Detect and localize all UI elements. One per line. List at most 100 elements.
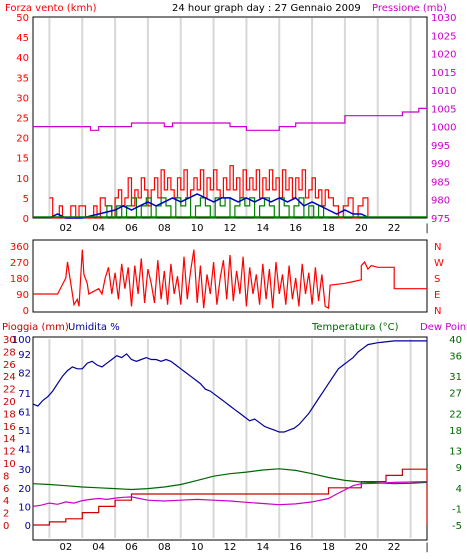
wind-direction-frame [32, 239, 428, 313]
x-tick-label: 08 [158, 542, 171, 553]
x-tick-label: 04 [92, 542, 105, 553]
x-tick-label: 14 [256, 223, 269, 234]
rain-tick-label: 10 [3, 459, 16, 470]
x-tick-label: 02 [59, 223, 72, 234]
pressure-tick-label: 1005 [431, 104, 456, 115]
humidity-tick-label: 0 [25, 521, 31, 532]
humidity-tick-label: 100 [12, 335, 31, 346]
pressure-tick-label: 1015 [431, 68, 456, 79]
pressure-tick-label: 1025 [431, 31, 456, 42]
temperature-tick-label: 13 [449, 447, 462, 458]
x-tick-label: 14 [256, 542, 269, 553]
rain-tick-label: 28 [3, 347, 16, 358]
humidity-tick-label: 41 [18, 445, 31, 456]
temperature-tick-label: -5 [452, 521, 462, 532]
x-tick-label: 12 [224, 223, 237, 234]
wind-tick-label: 25 [16, 114, 29, 125]
temperature-tick-label: 27 [449, 389, 462, 400]
rain-tick-label: 20 [3, 397, 16, 408]
rain-tick-label: 2 [3, 509, 9, 520]
x-tick-label: 04 [92, 223, 105, 234]
dewpoint-series-line [32, 481, 428, 507]
humidity-tick-label: 61 [18, 408, 31, 419]
direction-series-line [33, 249, 427, 310]
humidity-tick-label: 10 [18, 502, 31, 513]
rain-series-line [33, 468, 428, 526]
x-tick-label: 12 [224, 542, 237, 553]
pressure-tick-label: 980 [431, 196, 450, 207]
temperature-tick-label: 22 [449, 409, 462, 420]
rain-tick-label: 4 [3, 496, 9, 507]
wind-tick-label: 45 [16, 33, 29, 44]
rain-tick-label: 30 [3, 335, 16, 346]
pressure-tick-label: 1020 [431, 50, 456, 61]
wind-tick-label: 20 [16, 134, 29, 145]
x-tick-label: 06 [125, 542, 138, 553]
x-tick-label: 20 [355, 542, 368, 553]
temperature-tick-label: -1 [452, 504, 462, 515]
wind-tick-label: 5 [23, 194, 29, 205]
wind-tick-label: 0 [23, 214, 29, 225]
x-tick-label: 20 [355, 223, 368, 234]
pressure-axis-title: Pressione (mb) [372, 3, 447, 14]
x-tick-label: | [425, 542, 428, 553]
x-tick-label: 06 [125, 223, 138, 234]
direction-tick-label: 0 [23, 306, 29, 317]
rain-tick-label: 22 [3, 385, 16, 396]
direction-tick-label: 270 [10, 258, 29, 269]
direction-tick-label: 180 [10, 274, 29, 285]
x-tick-label: 02 [59, 542, 72, 553]
humidity-tick-label: 92 [18, 350, 31, 361]
rain-humidity-temp-panel: Pioggia (mm) Umidita % Temperatura (°C) … [2, 322, 467, 553]
x-tick-label: 08 [158, 223, 171, 234]
wind-axis-title: Forza vento (kmh) [5, 3, 97, 14]
x-tick-label: | [425, 223, 428, 234]
rain-axis-title: Pioggia (mm) [2, 322, 69, 333]
temperature-tick-label: 4 [456, 484, 462, 495]
x-tick-label: 16 [289, 223, 302, 234]
pressure-tick-label: 990 [431, 159, 450, 170]
rain-tick-label: 0 [3, 521, 9, 532]
wind-tick-label: 15 [16, 154, 29, 165]
wind-tick-label: 30 [16, 93, 29, 104]
x-tick-label: 22 [388, 542, 401, 553]
humidity-tick-label: 71 [18, 389, 31, 400]
wind-pressure-panel: Forza vento (kmh) 24 hour graph day : 27… [5, 3, 456, 234]
rain-tick-label: 12 [3, 447, 16, 458]
pressure-tick-label: 995 [431, 141, 450, 152]
compass-tick-label: N [434, 242, 441, 253]
direction-tick-label: 360 [10, 242, 29, 253]
temperature-tick-label: 31 [449, 372, 462, 383]
rain-tick-label: 16 [3, 422, 16, 433]
wind-tick-label: 35 [16, 73, 29, 84]
pressure-tick-label: 1030 [431, 13, 456, 24]
temperature-axis-title: Temperatura (°C) [311, 322, 399, 333]
x-tick-label: 18 [322, 223, 335, 234]
direction-tick-label: 90 [16, 290, 29, 301]
gust-series-line [102, 197, 329, 219]
humidity-series-line [32, 340, 427, 433]
rain-tick-label: 8 [3, 471, 9, 482]
x-tick-label: 16 [289, 542, 302, 553]
pressure-tick-label: 1000 [431, 123, 456, 134]
compass-tick-label: E [434, 290, 440, 301]
temperature-tick-label: 40 [449, 335, 462, 346]
wind-tick-label: 40 [16, 53, 29, 64]
rain-tick-label: 14 [3, 434, 16, 445]
rain-tick-label: 6 [3, 484, 9, 495]
pressure-tick-label: 1010 [431, 86, 456, 97]
humidity-tick-label: 51 [18, 426, 31, 437]
temperature-series-line [32, 468, 428, 491]
x-tick-label: 10 [191, 223, 204, 234]
dewpoint-axis-title: Dew Point [420, 322, 467, 333]
rain-tick-label: 24 [3, 372, 16, 383]
wind-tick-label: 50 [16, 13, 29, 24]
temperature-tick-label: 9 [456, 463, 462, 474]
rain-tick-label: 18 [3, 409, 16, 420]
chart-title: 24 hour graph day : 27 Gennaio 2009 [172, 3, 361, 14]
x-tick-label: 18 [322, 542, 335, 553]
rain-humidity-temp-frame [32, 336, 428, 541]
wind-tick-label: 10 [16, 174, 29, 185]
